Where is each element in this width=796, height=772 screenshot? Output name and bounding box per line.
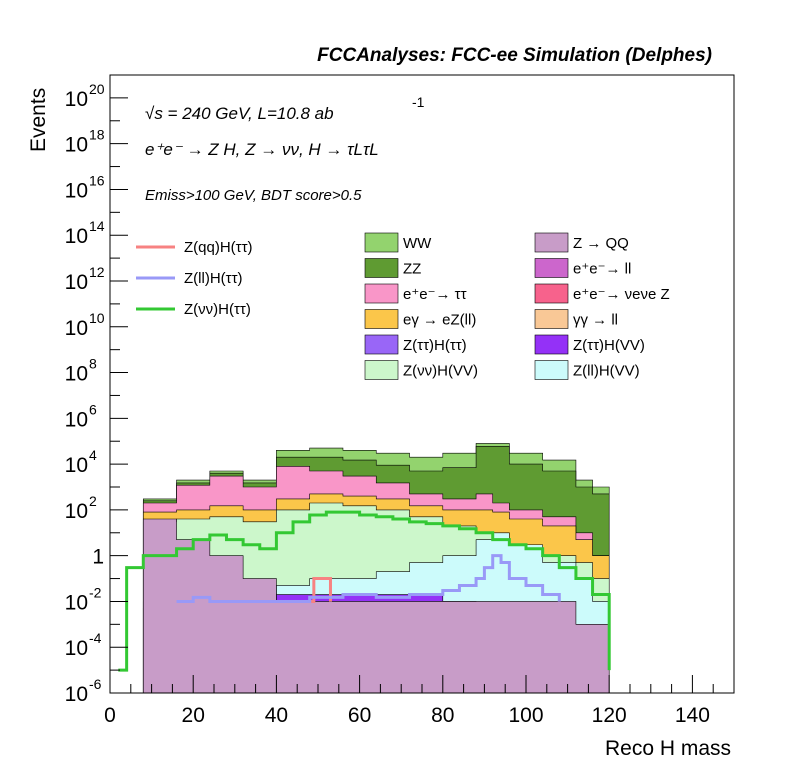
legend-box-label: e⁺e⁻→ ll (573, 261, 631, 278)
legend-box-swatch (364, 283, 399, 304)
y-tick-exponent: 8 (89, 356, 97, 372)
signal-line-1 (176, 554, 561, 603)
legend-box-swatch (534, 258, 569, 278)
y-tick-label: 10 (65, 317, 88, 340)
y-tick-label: 10 (65, 363, 88, 386)
x-axis-label: Reco H mass (605, 737, 731, 760)
legend-box-swatch (534, 360, 569, 380)
y-tick-label: 1 (92, 546, 104, 569)
y-tick-exponent: 4 (89, 447, 97, 463)
y-tick-exponent: 14 (89, 218, 105, 234)
y-tick-label: 10 (65, 454, 88, 477)
legend: Z(qq)H(ττ) Z(ll)H(ττ) Z(νν)H(ττ) WW Z → QQ ZZ… (136, 232, 670, 380)
cuts-annotation: Emiss>100 GeV, BDT score>0.5 (145, 187, 362, 204)
y-tick-label: 10 (65, 271, 88, 294)
legend-line-label: Z(ll)H(ττ) (184, 270, 243, 287)
legend-box-label: Z(ττ)H(VV) (573, 337, 645, 354)
legend-box-swatch (364, 232, 399, 253)
energy-annotation: √s = 240 GeV, L=10.8 ab (145, 104, 334, 123)
legend-box-label: eγ → eZ(ll) (403, 312, 476, 329)
y-tick-label: 10 (65, 225, 88, 248)
y-tick-exponent: 18 (89, 127, 105, 143)
y-tick-exponent: 10 (89, 310, 105, 326)
legend-box-swatch (534, 283, 569, 304)
x-tick-label: 80 (431, 704, 454, 727)
legend-box-swatch (534, 232, 569, 253)
y-tick-label: 10 (65, 134, 88, 157)
x-tick-label: 100 (508, 704, 543, 727)
legend-box-swatch (364, 258, 399, 278)
legend-box-label: γγ → ll (573, 312, 618, 329)
energy-annotation-exp: -1 (412, 94, 425, 110)
legend-box-swatch (364, 309, 399, 329)
y-tick-label: 10 (65, 500, 88, 523)
y-tick-label: 10 (65, 88, 88, 111)
signal-line-0 (309, 577, 332, 603)
x-tick-label: 60 (348, 704, 371, 727)
legend-box-label: Z(ττ)H(ττ) (403, 337, 467, 354)
y-axis-label: Events (27, 88, 50, 152)
y-tick-exponent: -2 (89, 584, 102, 600)
signal-line-2 (118, 510, 611, 672)
legend-box-label: WW (403, 235, 432, 252)
y-tick-label: 10 (65, 637, 88, 660)
legend-box-label: e⁺e⁻→ νeνe Z (573, 286, 670, 303)
y-tick-label: 10 (65, 179, 88, 202)
y-tick-exponent: 16 (89, 172, 105, 188)
y-tick-exponent: 6 (89, 401, 97, 417)
x-tick-label: 140 (675, 704, 710, 727)
legend-line-label: Z(qq)H(ττ) (184, 239, 253, 256)
x-axis: 0 20 40 60 80 100 120 140 (104, 675, 735, 727)
legend-box-label: Z(ll)H(VV) (573, 363, 640, 380)
x-tick-label: 20 (182, 704, 205, 727)
y-tick-label: 10 (65, 683, 88, 706)
legend-line-label: Z(νν)H(ττ) (184, 301, 251, 318)
signal-lines (118, 510, 611, 672)
x-tick-label: 120 (592, 704, 627, 727)
legend-box-label: ZZ (403, 261, 421, 278)
legend-box-swatch (364, 334, 399, 355)
y-tick-label: 10 (65, 591, 88, 614)
legend-box-label: Z → QQ (573, 235, 629, 252)
process-annotation: e⁺e⁻ → Z H, Z → νν, H → τLτL (145, 140, 379, 159)
legend-box-label: Z(νν)H(VV) (403, 363, 478, 380)
y-tick-exponent: -6 (89, 676, 102, 692)
x-tick-label: 0 (104, 704, 116, 727)
y-tick-exponent: -4 (89, 630, 102, 646)
legend-box-swatch (534, 334, 569, 355)
stack-layers (142, 443, 610, 694)
legend-box-swatch (364, 360, 399, 380)
legend-box-label: e⁺e⁻→ ττ (403, 286, 467, 303)
y-tick-label: 10 (65, 408, 88, 431)
y-tick-exponent: 2 (89, 493, 97, 509)
x-tick-label: 40 (265, 704, 288, 727)
chart-header: FCCAnalyses: FCC-ee Simulation (Delphes) (317, 45, 712, 66)
legend-box-swatch (534, 309, 569, 329)
y-tick-exponent: 20 (89, 81, 105, 97)
y-tick-exponent: 12 (89, 264, 105, 280)
